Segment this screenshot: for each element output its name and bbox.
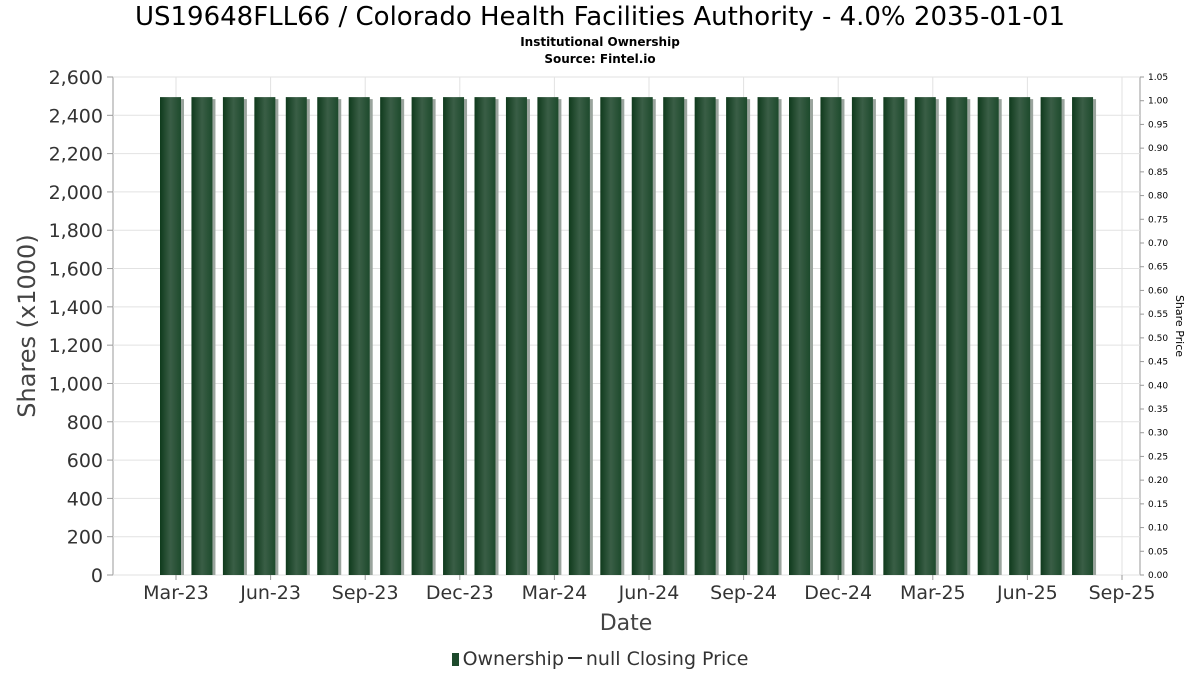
ownership-bar (443, 97, 465, 575)
y-right-tick-label: 0.50 (1148, 334, 1168, 344)
ownership-bar (883, 97, 905, 575)
y-right-tick-label: 0.40 (1148, 381, 1168, 391)
ownership-bar (505, 97, 527, 575)
y-tick-label: 0 (91, 565, 103, 587)
y-right-tick-label: 0.05 (1148, 547, 1168, 557)
chart-title: US19648FLL66 / Colorado Health Facilitie… (134, 2, 1066, 32)
y-tick-label: 1,400 (49, 297, 103, 319)
ownership-bar (820, 97, 842, 575)
y-tick-label: 1,000 (49, 373, 103, 395)
ownership-bar (694, 97, 716, 575)
ownership-bar (631, 97, 653, 575)
x-tick-label: Mar-25 (900, 582, 966, 604)
y-right-tick-label: 0.65 (1148, 263, 1168, 273)
ownership-bar (474, 97, 496, 575)
ownership-bar (380, 97, 402, 575)
y-right-tick-label: 0.45 (1148, 358, 1168, 368)
ownership-bar (568, 97, 590, 575)
x-axis-label: Date (600, 611, 653, 636)
y-tick-label: 200 (67, 527, 103, 549)
y-tick-label: 800 (67, 412, 103, 434)
ownership-bar (285, 97, 307, 575)
y-right-tick-label: 0.25 (1148, 452, 1168, 462)
x-tick-label: Sep-25 (1089, 582, 1156, 604)
y-right-tick-label: 0.85 (1148, 168, 1168, 178)
ownership-bar (317, 97, 339, 575)
y-tick-label: 2,400 (49, 105, 103, 127)
ownership-bar (851, 97, 873, 575)
ownership-bar (160, 97, 181, 575)
y-right-tick-label: 0.35 (1148, 405, 1168, 415)
y-right-tick-label: 0.55 (1148, 310, 1168, 320)
ownership-bar (222, 97, 244, 575)
y-right-tick-label: 0.90 (1148, 144, 1168, 154)
ownership-swatch (451, 653, 459, 666)
legend-price: null Closing Price (585, 648, 749, 670)
ownership-bar (663, 97, 685, 575)
x-tick-label: Sep-23 (332, 582, 399, 604)
ownership-bar (977, 97, 999, 575)
chart-subtitle: Institutional Ownership (520, 35, 680, 49)
x-tick-label: Jun-23 (239, 582, 301, 604)
y-tick-label: 600 (67, 450, 103, 472)
y-right-tick-label: 1.00 (1148, 97, 1168, 107)
y-right-tick-label: 0.95 (1148, 120, 1168, 130)
ownership-bar (600, 97, 622, 575)
y-right-tick-label: 0.10 (1148, 524, 1168, 534)
ownership-bar (946, 97, 968, 575)
ownership-bar (914, 97, 936, 575)
y-tick-label: 1,200 (49, 335, 103, 357)
ownership-bar (348, 97, 370, 575)
y-right-tick-label: 0.60 (1148, 286, 1168, 296)
y-right-tick-label: 0.20 (1148, 476, 1168, 486)
x-tick-label: Dec-24 (804, 582, 872, 604)
y-tick-label: 400 (67, 488, 103, 510)
ownership-bar (191, 97, 213, 575)
ownership-bar (1009, 97, 1031, 575)
y-right-tick-label: 0.75 (1148, 215, 1168, 225)
price-line-marker (567, 657, 582, 659)
ownership-bar (726, 97, 748, 575)
y-right-tick-label: 0.00 (1148, 571, 1168, 581)
y-tick-label: 1,800 (49, 220, 103, 242)
y-right-tick-label: 0.15 (1148, 500, 1168, 510)
ownership-bar (1072, 97, 1094, 575)
y-right-tick-label: 0.30 (1148, 429, 1168, 439)
x-tick-label: Mar-23 (143, 582, 209, 604)
y-axis-right-label: Share Price (1173, 295, 1186, 357)
y-tick-label: 2,000 (49, 182, 103, 204)
ownership-bar (411, 97, 433, 575)
ownership-bar (254, 97, 276, 575)
x-tick-label: Jun-25 (996, 582, 1058, 604)
y-tick-label: 2,600 (49, 67, 103, 89)
ownership-bar (1040, 97, 1062, 575)
x-tick-label: Sep-24 (710, 582, 777, 604)
y-axis-label: Shares (x1000) (13, 234, 41, 417)
ownership-bar (537, 97, 559, 575)
y-right-tick-label: 0.80 (1148, 192, 1168, 202)
y-tick-label: 2,200 (49, 144, 103, 166)
legend-ownership: Ownership (462, 648, 564, 670)
x-tick-label: Jun-24 (618, 582, 680, 604)
x-tick-label: Dec-23 (426, 582, 494, 604)
y-right-tick-label: 1.05 (1148, 73, 1168, 83)
y-right-tick-label: 0.70 (1148, 239, 1168, 249)
chart-source: Source: Fintel.io (544, 52, 656, 66)
y-tick-label: 1,600 (49, 259, 103, 281)
x-tick-label: Mar-24 (522, 582, 588, 604)
chart-legend: Ownership null Closing Price (0, 648, 1200, 670)
ownership-bar (757, 97, 779, 575)
ownership-bar (789, 97, 810, 575)
